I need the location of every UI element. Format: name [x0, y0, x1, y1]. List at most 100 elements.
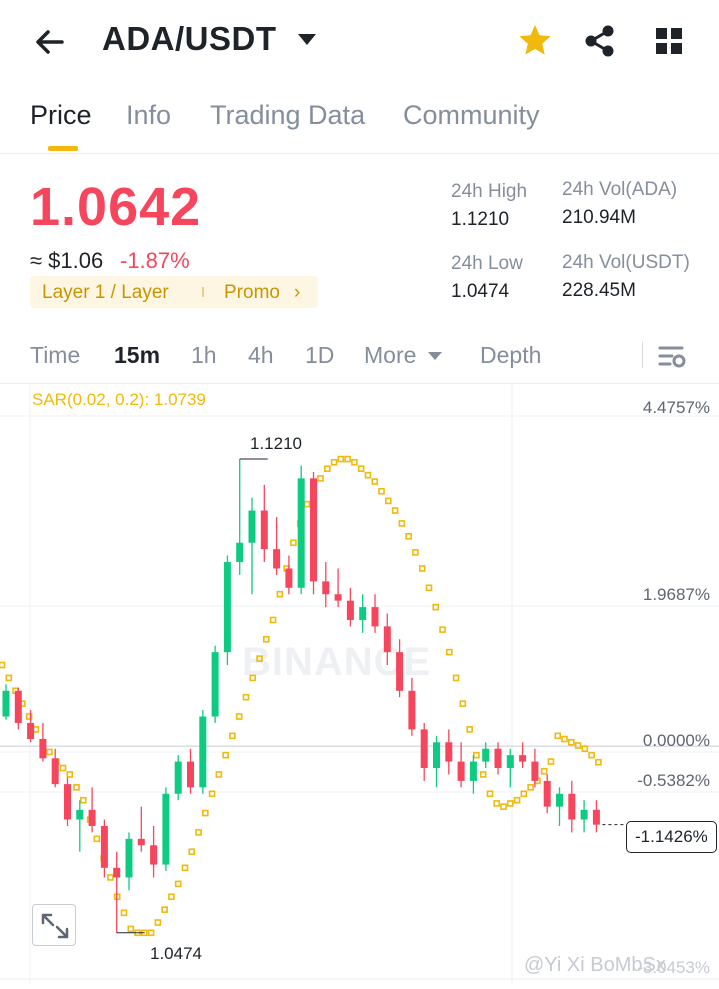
axis-label-bottom: -3.0453% — [637, 958, 710, 977]
sar-dot — [527, 784, 534, 791]
chart-settings-icon[interactable] — [656, 342, 688, 372]
sar-dot — [398, 520, 406, 527]
candle-body — [14, 690, 22, 723]
candle-body — [88, 809, 96, 826]
high-label: 24h High — [451, 181, 528, 202]
candle-body — [76, 809, 84, 820]
depth-tab[interactable]: Depth — [480, 342, 542, 368]
sar-dot — [263, 635, 270, 643]
candle-body — [383, 626, 391, 653]
axis-label-zero: 0.0000% — [642, 731, 710, 750]
candle-body — [359, 607, 367, 620]
sar-dot — [547, 758, 555, 765]
interval-time[interactable]: Time — [30, 342, 81, 368]
sar-dot — [269, 616, 277, 624]
candle-body — [371, 607, 379, 627]
interval-15m[interactable]: 15m — [114, 342, 161, 368]
interval-4h[interactable]: 4h — [248, 342, 274, 368]
axis-label-top: 4.4757% — [642, 398, 710, 417]
sar-dot — [208, 790, 216, 798]
sar-dot — [459, 700, 467, 707]
candle-body — [310, 478, 317, 582]
sar-dot — [46, 748, 53, 756]
sar-dot — [588, 751, 595, 759]
interval-1h[interactable]: 1h — [191, 342, 217, 368]
sar-dot — [351, 458, 358, 466]
interval-more[interactable]: More — [364, 342, 417, 368]
high-value: 1.1210 — [451, 209, 510, 230]
candle-body — [457, 761, 465, 781]
sar-dot — [317, 475, 324, 482]
sar-dot — [195, 829, 202, 836]
sar-dot — [357, 465, 365, 473]
sar-dot — [554, 732, 562, 740]
candle-body — [580, 809, 588, 820]
sar-dot — [73, 784, 80, 791]
candle-body — [137, 838, 145, 846]
caret-down-icon[interactable] — [298, 34, 316, 45]
tab-community[interactable]: Community — [403, 100, 540, 130]
back-arrow-icon[interactable] — [30, 22, 70, 62]
candle-body — [482, 748, 490, 762]
interval-bar: Time 15m 1h 4h 1D More Depth — [0, 330, 719, 384]
axis-label-upper: 1.9687% — [642, 585, 710, 604]
sar-dot — [432, 603, 440, 611]
candle-body — [445, 742, 453, 762]
candle-body — [162, 793, 170, 865]
tag-divider — [202, 287, 204, 297]
apps-grid-icon[interactable] — [654, 26, 684, 56]
candle-body — [150, 845, 158, 865]
category-tag[interactable]: Layer 1 / Layer Promo › — [30, 276, 318, 308]
tab-price[interactable]: Price — [30, 100, 92, 130]
pair-title[interactable]: ADA/USDT — [102, 20, 277, 57]
sar-dot — [147, 929, 155, 937]
candle-body — [285, 568, 293, 588]
sar-dot — [466, 726, 473, 733]
candle-body — [408, 690, 416, 730]
volume-quote-value: 228.45M — [562, 280, 636, 301]
chart-canvas[interactable] — [0, 384, 719, 989]
candlestick-chart[interactable]: BINANCE SAR(0.02, 0.2): 1.0739 4.4757% 1… — [0, 384, 719, 989]
candle-body — [519, 755, 527, 762]
sar-dot — [445, 648, 453, 656]
candle-body — [223, 562, 231, 653]
candle-body — [420, 729, 428, 769]
tab-trading-data[interactable]: Trading Data — [210, 100, 366, 130]
sar-dot — [174, 880, 182, 888]
candle-body — [273, 549, 281, 569]
sar-dot — [405, 532, 412, 540]
sar-dot — [276, 590, 284, 598]
candle-body — [236, 542, 244, 563]
sar-dot — [371, 478, 379, 485]
sar-dot — [242, 693, 250, 701]
sar-dot — [249, 674, 257, 682]
chevron-right-icon: › — [294, 282, 301, 303]
candle-body — [2, 690, 10, 717]
tab-bar: Price Info Trading Data Community — [0, 92, 719, 154]
sar-dot — [161, 906, 168, 913]
sar-dot — [574, 742, 582, 749]
tab-info[interactable]: Info — [126, 100, 172, 130]
share-icon[interactable] — [582, 23, 618, 59]
sar-dot — [181, 864, 189, 872]
sar-dot — [66, 771, 74, 778]
sar-dot — [479, 771, 487, 778]
candle-body — [27, 722, 35, 740]
expand-arrows-icon[interactable] — [32, 904, 76, 946]
sar-dot — [127, 925, 135, 933]
low-marker-label: 1.0474 — [150, 944, 202, 963]
sar-dot — [229, 732, 236, 740]
candle-body — [396, 652, 404, 691]
candle-body — [39, 739, 47, 759]
interval-1d[interactable]: 1D — [305, 342, 335, 368]
star-icon[interactable] — [516, 22, 554, 60]
candle-body — [100, 825, 108, 868]
low-label: 24h Low — [451, 253, 523, 274]
sar-dot — [0, 661, 6, 669]
sar-dot — [32, 726, 40, 733]
sar-dot — [93, 835, 101, 843]
caret-down-icon[interactable] — [428, 352, 442, 360]
category-tag-label: Layer 1 / Layer — [42, 282, 169, 303]
promo-link[interactable]: Promo — [224, 282, 280, 303]
candle-body — [556, 793, 563, 807]
